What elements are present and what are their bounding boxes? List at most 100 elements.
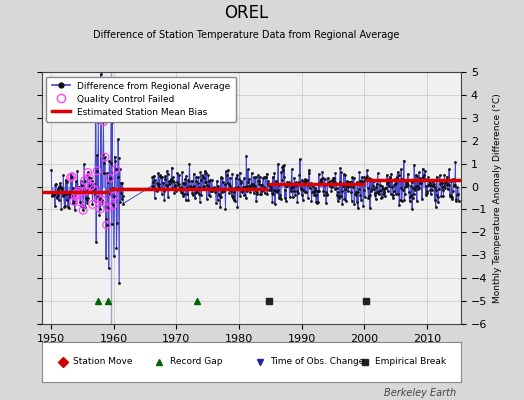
Point [218,174,226,181]
Point [111,153,119,160]
Point [395,172,403,178]
Point [180,190,188,197]
Point [226,174,234,181]
Point [207,188,215,194]
Point [445,166,453,172]
Point [382,185,390,191]
Point [348,174,356,181]
Point [94,195,103,201]
Point [233,171,241,178]
Point [99,151,107,158]
Point [84,169,92,176]
Point [182,197,190,204]
Point [91,79,100,86]
Point [105,158,113,165]
Point [266,180,275,187]
Point [117,190,125,196]
Point [322,200,330,206]
Point [110,193,118,199]
Point [409,191,418,197]
Point [67,174,75,181]
Point [118,193,127,200]
Point [371,192,379,198]
Point [203,182,211,188]
Point [356,192,365,198]
Point [408,184,417,191]
Point [296,172,304,178]
Point [264,178,272,184]
Point [362,177,370,184]
Point [193,189,202,195]
Point [390,182,399,188]
Point [319,175,327,181]
Point [336,192,345,199]
Point [418,165,427,172]
Point [228,171,236,177]
Point [445,191,454,198]
Point [396,177,405,184]
Point [184,177,192,184]
Point [63,197,71,204]
Point [49,190,57,196]
Point [421,175,429,182]
Point [448,195,456,202]
Point [214,190,223,197]
Point [256,191,265,198]
Point [263,170,271,177]
Point [285,180,293,187]
Point [169,174,178,180]
Point [337,188,346,194]
Point [340,171,348,177]
Point [102,222,111,228]
Point [432,173,441,180]
Point [175,172,183,179]
Point [108,119,116,126]
Point [76,199,84,205]
Point [306,180,314,187]
Point [236,178,245,184]
Point [68,173,77,180]
Point [438,180,446,186]
Point [208,177,216,183]
Point [195,198,204,205]
Point [303,194,312,201]
Point [99,119,107,125]
Point [191,190,199,196]
Point [424,174,432,181]
Point [290,175,299,181]
Point [173,178,181,185]
Point [234,185,242,191]
Point [63,178,72,185]
Point [205,193,214,199]
Point [380,186,388,192]
Point [308,181,316,187]
Point [258,188,266,194]
Point [335,179,344,186]
Point [393,174,401,180]
Point [402,179,411,185]
Point [369,183,377,190]
Point [103,170,111,176]
Point [312,199,320,206]
Point [61,203,70,210]
Point [251,183,259,190]
Point [54,183,63,190]
Point [280,162,289,168]
Point [210,184,218,191]
Point [58,188,67,194]
Point [249,181,257,188]
Point [367,176,375,182]
Point [64,204,72,210]
Point [226,188,235,194]
Point [110,252,118,259]
Point [112,166,120,172]
Point [388,176,397,183]
Point [151,177,159,184]
Point [384,180,392,186]
Point [286,194,294,200]
Point [301,189,310,196]
Point [94,195,103,201]
Point [214,183,222,189]
Point [156,173,165,179]
Point [107,108,115,115]
